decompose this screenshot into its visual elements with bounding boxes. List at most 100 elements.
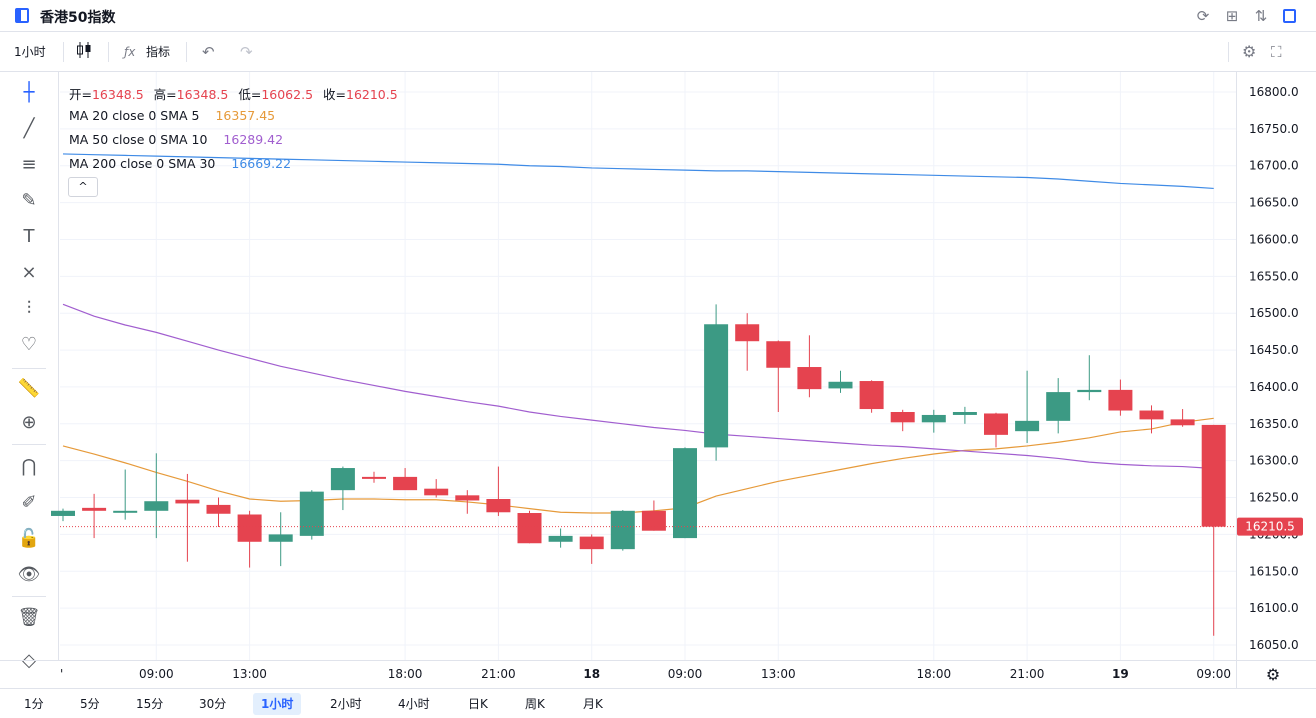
candle-body [952, 412, 977, 415]
candle-body [362, 476, 386, 479]
legend-collapse-button[interactable]: ^ [68, 177, 98, 197]
candle-body [735, 324, 760, 342]
candle-body [828, 381, 853, 389]
drawing-toolbar: ┼ ╱ ≡ ✎ T ⨯ ⫶ ♡ 📏 ⊕ ⋂ ✐ 🔓 👁 🗑 ◇ [0, 72, 58, 671]
redo-icon[interactable]: ↷ [240, 43, 253, 61]
candle-body [1046, 392, 1071, 421]
interval-selector[interactable]: 1小时 [14, 45, 46, 59]
ohlc-legend: 开=16348.5 高=16348.5 低=16062.5 收=16210.5 [69, 87, 398, 102]
candle-body [548, 535, 573, 542]
period-1[interactable]: 5分 [80, 697, 100, 711]
low-value: 16062.5 [261, 87, 314, 102]
high-value: 16348.5 [176, 87, 229, 102]
x-tick-label: ' [60, 667, 63, 681]
panel-toggle-icon[interactable] [1279, 6, 1299, 26]
top-toolbar: 1小时 ƒx 指标 ↶ ↷ ⚙ ⛶ [0, 33, 1316, 71]
unlock-icon[interactable]: 🔓 [17, 528, 41, 549]
y-tick-label: 16700.0 [1249, 159, 1299, 173]
candle-body [424, 488, 449, 496]
period-8[interactable]: 周K [525, 697, 545, 711]
fx-icon: ƒx [124, 45, 136, 59]
y-tick-label: 16150.0 [1249, 564, 1299, 578]
period-5[interactable]: 2小时 [330, 697, 362, 711]
x-tick-label: 18 [583, 667, 600, 681]
candle-body [206, 504, 231, 514]
candle-body [486, 499, 511, 513]
last-price-badge [1237, 517, 1303, 536]
candle-body [237, 514, 262, 542]
y-tick-label: 16650.0 [1249, 196, 1299, 210]
x-tick-label: 09:00 [1196, 667, 1231, 681]
candle-body [704, 324, 729, 448]
visibility-eye-icon[interactable]: 👁 [17, 564, 41, 585]
title-bar: 香港50指数 ⟳ ⊞ ⇅ [0, 0, 1316, 32]
y-tick-label: 16400.0 [1249, 380, 1299, 394]
period-2[interactable]: 15分 [136, 697, 164, 711]
period-bar: 1分 5分 15分 30分 1小时 2小时 4小时 日K 周K 月K [0, 688, 1316, 718]
crosshair-icon[interactable]: ┼ [23, 82, 35, 103]
zoom-in-icon[interactable]: ⊕ [21, 412, 37, 433]
candle-body [175, 499, 200, 504]
toolbar-divider [63, 42, 64, 62]
y-tick-label: 16800.0 [1249, 85, 1299, 99]
y-tick-label: 16450.0 [1249, 343, 1299, 357]
candle-body [641, 510, 666, 531]
favorite-heart-icon[interactable]: ♡ [20, 334, 38, 355]
compare-arrows-icon[interactable]: ⇅ [1254, 7, 1268, 25]
ruler-icon[interactable]: 📏 [17, 378, 41, 399]
lock-drawing-icon[interactable]: ✐ [21, 492, 37, 513]
candle-body [890, 412, 915, 423]
period-6[interactable]: 4小时 [398, 697, 430, 711]
candle-body [299, 491, 324, 536]
candle-body [1201, 424, 1226, 527]
horizontal-lines-icon[interactable]: ≡ [21, 154, 37, 175]
toolbar-divider [1228, 42, 1229, 62]
x-tick-label: 21:00 [1010, 667, 1045, 681]
candle-body [579, 536, 604, 550]
settings-gear-icon[interactable]: ⚙ [1242, 42, 1257, 61]
x-tick-label: 18:00 [917, 667, 952, 681]
period-9[interactable]: 月K [583, 697, 603, 711]
forecast-icon[interactable]: ⫶ [26, 298, 32, 319]
candle-body [859, 381, 884, 410]
ma20-legend[interactable]: MA 20 close 0 SMA 5 16357.45 [69, 108, 276, 123]
candle-body [82, 507, 107, 511]
x-tick-label: 19 [1112, 667, 1129, 681]
fullscreen-icon[interactable]: ⛶ [1271, 43, 1282, 61]
x-tick-label: 13:00 [232, 667, 267, 681]
candle-body [517, 513, 542, 544]
x-tick-label: 21:00 [481, 667, 516, 681]
undo-icon[interactable]: ↶ [202, 43, 215, 61]
period-4[interactable]: 1小时 [253, 693, 302, 715]
text-tool-icon[interactable]: T [23, 226, 35, 247]
magnet-icon[interactable]: ⋂ [21, 456, 37, 477]
ma200-legend[interactable]: MA 200 close 0 SMA 30 16669.22 [69, 156, 292, 171]
pattern-icon[interactable]: ⨯ [21, 262, 37, 283]
period-0[interactable]: 1分 [24, 697, 44, 711]
brush-icon[interactable]: ✎ [21, 190, 37, 211]
y-tick-label: 16550.0 [1249, 269, 1299, 283]
ma50-legend[interactable]: MA 50 close 0 SMA 10 16289.42 [69, 132, 284, 147]
candle-body [1077, 389, 1102, 393]
y-tick-label: 16350.0 [1249, 417, 1299, 431]
indicators-button[interactable]: 指标 [146, 45, 171, 59]
candle-body [1015, 420, 1040, 432]
layout-grid-icon[interactable]: ⊞ [1225, 7, 1239, 25]
toolbar-divider [186, 42, 187, 62]
refresh-icon[interactable]: ⟳ [1196, 7, 1210, 25]
trendline-icon[interactable]: ╱ [23, 118, 35, 139]
period-7[interactable]: 日K [468, 697, 488, 711]
candle-type-icon[interactable] [76, 41, 92, 63]
candle-body [797, 367, 822, 390]
candle-body [984, 413, 1008, 435]
symbol-title: 香港50指数 [40, 10, 116, 26]
candle-body [51, 510, 75, 516]
ma-line [62, 303, 1214, 470]
ma-line [62, 417, 1214, 514]
candle-body [268, 534, 293, 542]
trash-icon[interactable]: 🗑 [17, 607, 41, 628]
period-3[interactable]: 30分 [199, 697, 227, 711]
y-tick-label: 16250.0 [1249, 491, 1299, 505]
close-value: 16210.5 [346, 87, 398, 102]
